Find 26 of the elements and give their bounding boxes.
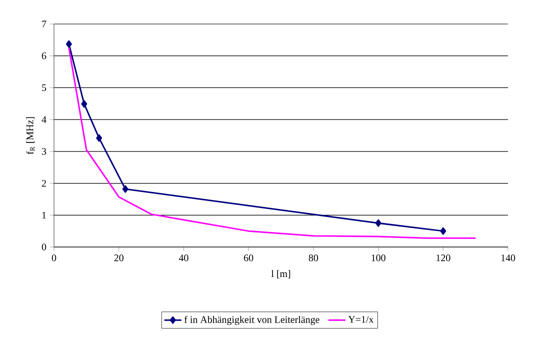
y-axis-title: f$_{R}$ [MHz] [26, 117, 35, 154]
x-tick-label: 100 [372, 254, 386, 262]
x-tick-label: 60 [244, 254, 254, 262]
point [440, 227, 446, 235]
point [375, 219, 382, 227]
x-tick-label: 20 [114, 254, 124, 262]
x-tick-label: 80 [308, 254, 318, 262]
y-tick-label: 5 [42, 84, 46, 92]
y-tick-label: 7 [42, 20, 46, 28]
x-tick-label: 140 [501, 254, 516, 262]
y-tick-label: 1 [42, 212, 46, 218]
x-tick-label: 40 [178, 254, 188, 262]
point [122, 185, 128, 193]
point [81, 100, 88, 108]
point [96, 134, 102, 142]
x-tick-label: 120 [436, 254, 450, 262]
legend-label: Y=1/x [348, 316, 374, 323]
x-axis-title: l [m] [271, 270, 290, 278]
x-tick-label: 0 [52, 254, 56, 262]
y-tick-label: 6 [42, 52, 46, 60]
y-tick-label: 2 [42, 180, 46, 187]
y-tick-label: 4 [42, 116, 46, 123]
point [66, 40, 72, 48]
y-tick-label: 0 [42, 244, 46, 250]
legend-label: f in Abhängigkeit von Leiterlänge [184, 316, 320, 326]
y-tick-label: 3 [42, 148, 46, 155]
